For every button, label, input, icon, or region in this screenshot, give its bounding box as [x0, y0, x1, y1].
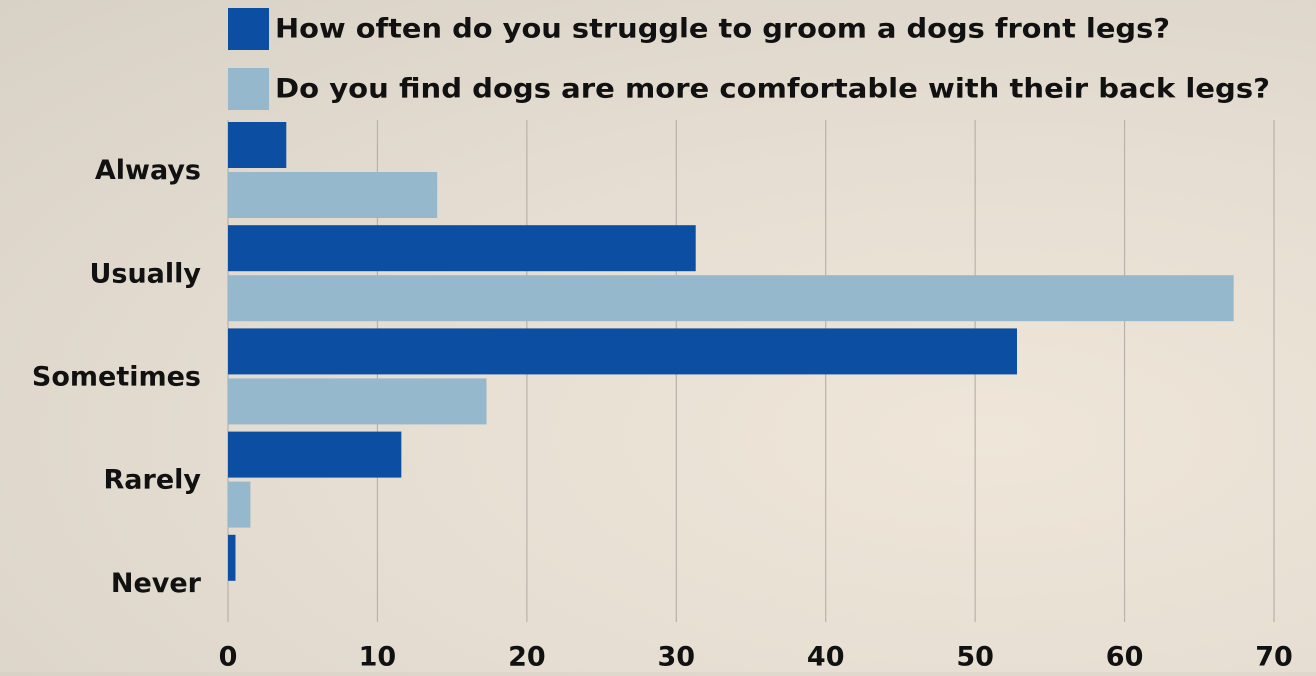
category-labels: Always Usually Sometimes Rarely Never — [32, 155, 202, 599]
category-label-usually: Usually — [89, 258, 201, 289]
bar-usually-series-1 — [228, 225, 696, 272]
legend-swatch-series-2 — [228, 68, 269, 110]
x-tick-label-70: 70 — [1255, 642, 1293, 673]
bar-sometimes-series-1 — [228, 328, 1017, 375]
bar-never-series-1 — [228, 534, 236, 581]
x-tick-label-60: 60 — [1106, 642, 1144, 673]
x-tick-label-30: 30 — [657, 642, 695, 673]
legend-label-series-1: How often do you struggle to groom a dog… — [275, 14, 1170, 45]
bars-layer — [228, 122, 1234, 581]
x-axis-tick-labels: 0 10 20 30 40 50 60 70 — [219, 642, 1293, 673]
x-tick-label-20: 20 — [508, 642, 546, 673]
bar-sometimes-series-2 — [228, 378, 487, 425]
x-tick-label-10: 10 — [359, 642, 397, 673]
legend-swatch-series-1 — [228, 8, 269, 50]
bar-usually-series-2 — [228, 275, 1234, 322]
bar-always-series-2 — [228, 172, 438, 218]
x-tick-label-50: 50 — [956, 642, 994, 673]
legend: How often do you struggle to groom a dog… — [228, 8, 1270, 110]
x-tick-label-0: 0 — [219, 642, 238, 673]
category-label-sometimes: Sometimes — [32, 362, 201, 393]
x-tick-label-40: 40 — [807, 642, 845, 673]
category-label-rarely: Rarely — [104, 465, 202, 496]
category-label-never: Never — [111, 568, 202, 599]
bar-rarely-series-1 — [228, 431, 402, 478]
bar-always-series-1 — [228, 122, 287, 168]
bar-rarely-series-2 — [228, 481, 251, 528]
legend-label-series-2: Do you find dogs are more comfortable wi… — [275, 74, 1270, 105]
category-label-always: Always — [95, 155, 201, 186]
